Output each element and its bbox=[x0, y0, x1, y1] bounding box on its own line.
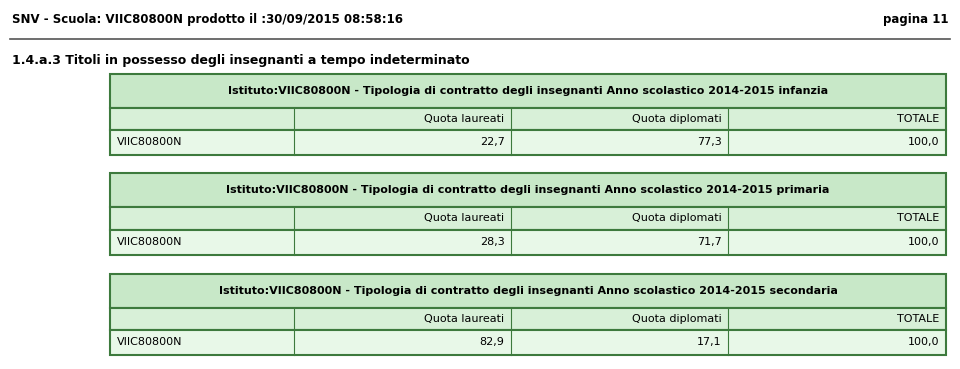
FancyBboxPatch shape bbox=[110, 173, 946, 207]
Text: 1.4.a.3 Titoli in possesso degli insegnanti a tempo indeterminato: 1.4.a.3 Titoli in possesso degli insegna… bbox=[12, 54, 469, 66]
Text: VIIC80800N: VIIC80800N bbox=[117, 137, 182, 148]
FancyBboxPatch shape bbox=[110, 274, 946, 308]
Text: Quota laureati: Quota laureati bbox=[424, 213, 505, 224]
Text: pagina 11: pagina 11 bbox=[883, 13, 948, 26]
Text: 100,0: 100,0 bbox=[907, 337, 939, 348]
Text: 22,7: 22,7 bbox=[480, 137, 505, 148]
FancyBboxPatch shape bbox=[110, 130, 946, 155]
Text: VIIC80800N: VIIC80800N bbox=[117, 237, 182, 247]
Text: Quota laureati: Quota laureati bbox=[424, 114, 505, 124]
FancyBboxPatch shape bbox=[110, 207, 946, 230]
Text: Istituto:VIIC80800N - Tipologia di contratto degli insegnanti Anno scolastico 20: Istituto:VIIC80800N - Tipologia di contr… bbox=[219, 286, 837, 296]
Text: 100,0: 100,0 bbox=[907, 137, 939, 148]
Text: SNV - Scuola: VIIC80800N prodotto il :30/09/2015 08:58:16: SNV - Scuola: VIIC80800N prodotto il :30… bbox=[12, 13, 402, 26]
FancyBboxPatch shape bbox=[110, 74, 946, 108]
FancyBboxPatch shape bbox=[110, 308, 946, 330]
FancyBboxPatch shape bbox=[110, 330, 946, 355]
Text: 28,3: 28,3 bbox=[480, 237, 505, 247]
Text: Quota diplomati: Quota diplomati bbox=[632, 213, 722, 224]
Text: TOTALE: TOTALE bbox=[897, 314, 939, 324]
Text: 77,3: 77,3 bbox=[697, 137, 722, 148]
Text: Istituto:VIIC80800N - Tipologia di contratto degli insegnanti Anno scolastico 20: Istituto:VIIC80800N - Tipologia di contr… bbox=[228, 86, 828, 96]
Text: VIIC80800N: VIIC80800N bbox=[117, 337, 182, 348]
Text: 82,9: 82,9 bbox=[480, 337, 505, 348]
Text: Quota diplomati: Quota diplomati bbox=[632, 314, 722, 324]
FancyBboxPatch shape bbox=[110, 108, 946, 130]
Text: Quota diplomati: Quota diplomati bbox=[632, 114, 722, 124]
Text: TOTALE: TOTALE bbox=[897, 114, 939, 124]
Text: TOTALE: TOTALE bbox=[897, 213, 939, 224]
Text: Quota laureati: Quota laureati bbox=[424, 314, 505, 324]
Text: Istituto:VIIC80800N - Tipologia di contratto degli insegnanti Anno scolastico 20: Istituto:VIIC80800N - Tipologia di contr… bbox=[227, 185, 829, 196]
FancyBboxPatch shape bbox=[110, 230, 946, 255]
Text: 71,7: 71,7 bbox=[697, 237, 722, 247]
Text: 100,0: 100,0 bbox=[907, 237, 939, 247]
Text: 17,1: 17,1 bbox=[697, 337, 722, 348]
